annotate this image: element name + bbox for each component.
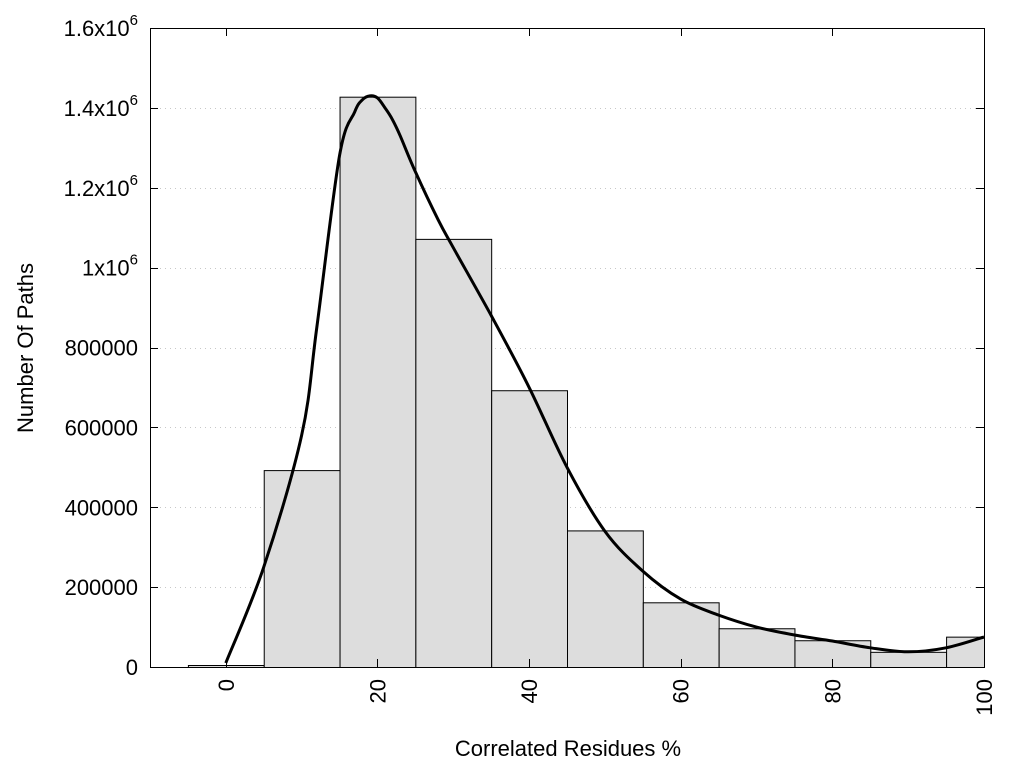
y-tick-label: 1.6x106 [64, 12, 138, 41]
histogram-bar [491, 390, 569, 668]
y-tick-label: 200000 [65, 575, 138, 600]
x-tick-label: 80 [820, 679, 845, 703]
y-tick-label-base: 400000 [65, 495, 138, 520]
histogram-bar [642, 602, 720, 669]
y-tick-label-exponent: 6 [130, 92, 138, 109]
y-tick-label-exponent: 6 [130, 172, 138, 189]
y-tick-label: 600000 [65, 415, 138, 440]
x-tick-label: 20 [366, 679, 391, 703]
density-curve [224, 94, 985, 664]
y-tick-label: 0 [126, 655, 138, 680]
x-tick-label: 100 [972, 679, 997, 716]
y-axis-label: Number Of Paths [13, 263, 38, 433]
histogram-bar [567, 530, 644, 668]
x-tick-label: 0 [214, 679, 239, 691]
y-tick-label: 800000 [65, 336, 138, 361]
bar-series [187, 96, 985, 669]
x-axis-label: Correlated Residues % [455, 736, 681, 761]
x-tick-label: 60 [669, 679, 694, 703]
y-tick-label-exponent: 6 [130, 12, 138, 29]
histogram-bar [263, 470, 341, 668]
y-tick-label: 1.2x106 [64, 172, 138, 201]
y-tick-label-base: 1.2x10 [64, 176, 130, 201]
histogram-bar [415, 238, 493, 668]
y-tick-label-base: 200000 [65, 575, 138, 600]
y-tick-label-base: 0 [126, 655, 138, 680]
axis-ticks [150, 28, 985, 668]
y-tick-label: 1.4x106 [64, 92, 138, 121]
x-tick-labels: 0 20 40 60 80 100 [214, 679, 997, 716]
y-tick-label-base: 800000 [65, 336, 138, 361]
histogram-bar [339, 96, 417, 668]
y-tick-label-base: 1.6x10 [64, 16, 130, 41]
y-tick-label: 1x106 [82, 252, 138, 281]
y-tick-label-base: 1.4x10 [64, 96, 130, 121]
y-tick-label-exponent: 6 [130, 252, 138, 269]
y-tick-label-base: 600000 [65, 415, 138, 440]
y-tick-labels: 02000004000006000008000001x1061.2x1061.4… [64, 12, 138, 680]
grid-lines [150, 108, 984, 588]
y-tick-label: 400000 [65, 495, 138, 520]
x-tick-label: 40 [517, 679, 542, 703]
histogram-bar [718, 628, 796, 668]
y-tick-label-base: 1x10 [82, 256, 130, 281]
histogram-bar [870, 651, 948, 668]
